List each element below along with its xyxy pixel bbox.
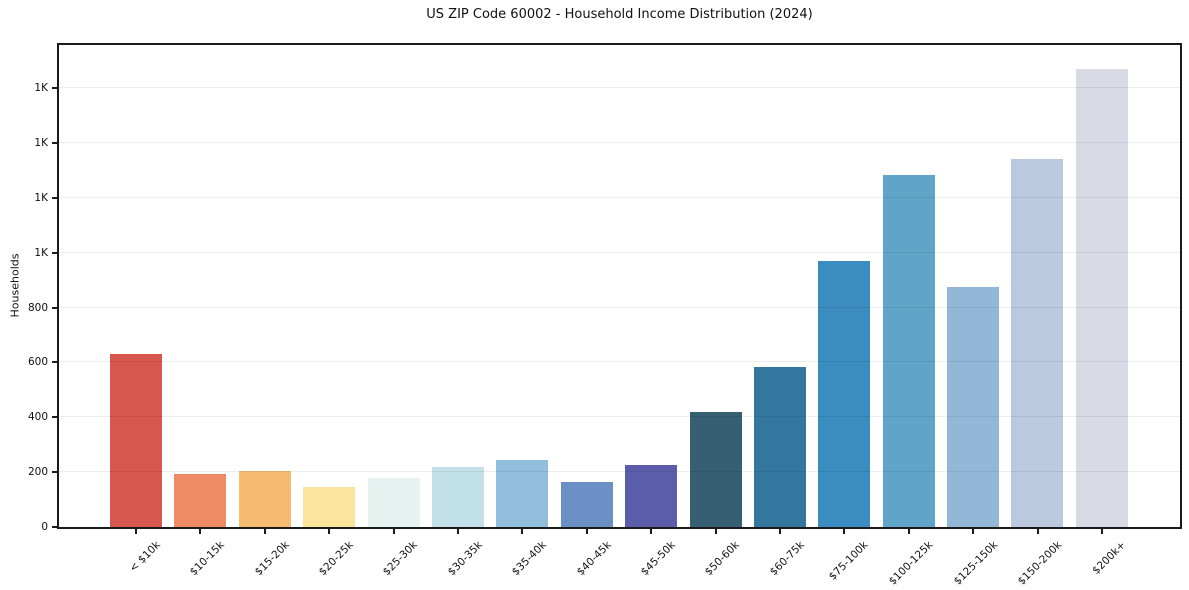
x-tick-label: < $10k: [126, 539, 163, 575]
bar: [882, 174, 935, 527]
y-tick-label: 200: [27, 466, 48, 479]
y-tick-label: 1K: [34, 136, 48, 149]
x-tick-label: $60-75k: [767, 539, 807, 579]
x-tick-label: $15-20k: [252, 539, 292, 579]
bar: [367, 477, 420, 527]
x-tick-mark: [1036, 529, 1039, 534]
x-tick-label: $30-35k: [445, 539, 485, 579]
bar: [625, 465, 678, 527]
x-tick-label: $45-50k: [638, 539, 678, 579]
x-tick-mark: [972, 529, 975, 534]
x-tick-mark: [843, 529, 846, 534]
x-tick-label: $10-15k: [187, 539, 227, 579]
bar: [496, 459, 549, 527]
y-tick-mark: [52, 471, 57, 474]
y-tick-mark: [52, 526, 57, 528]
y-tick-label: 0: [41, 521, 48, 533]
y-tick-mark: [52, 87, 57, 90]
x-tick-label: $150-200k: [1015, 539, 1065, 588]
chart-title: US ZIP Code 60002 - Household Income Dis…: [426, 7, 813, 22]
x-tick-mark: [457, 529, 459, 534]
bar: [1011, 159, 1064, 527]
y-tick-mark: [52, 251, 57, 254]
x-tick-mark: [585, 529, 588, 534]
x-tick-label: $50-60k: [703, 539, 743, 579]
y-tick-mark: [52, 196, 57, 199]
x-tick-mark: [1101, 529, 1103, 534]
y-axis-ticks: 0 200 400 600 800 1K 1K 1K 1K: [0, 45, 57, 533]
y-tick-label: 800: [27, 301, 48, 314]
x-tick-label: $40-45k: [574, 539, 614, 579]
x-tick-mark: [779, 529, 781, 534]
y-tick-mark: [52, 306, 57, 309]
bar: [947, 287, 1000, 527]
x-tick-mark: [328, 529, 331, 534]
bar: [818, 260, 871, 527]
bars-layer: [59, 45, 1180, 527]
bar: [110, 354, 162, 527]
y-tick-mark: [52, 416, 57, 419]
bar: [431, 466, 484, 527]
x-tick-label: $100-125k: [886, 539, 936, 588]
x-tick-label: $25-30k: [381, 539, 421, 579]
x-tick-mark: [650, 529, 653, 534]
y-tick-mark: [52, 141, 57, 144]
x-tick-mark: [714, 529, 717, 534]
y-tick-label: 1K: [34, 191, 48, 204]
bar: [303, 487, 356, 527]
x-tick-label: $125-150k: [951, 539, 1000, 588]
plot-area: [57, 43, 1182, 529]
bar: [560, 481, 613, 527]
bar: [1075, 68, 1128, 527]
x-tick-label: $75-100k: [827, 539, 871, 583]
x-axis-ticks: < $10k $10-15k $15-20k $20-25k $25-30k $30-35…: [59, 529, 1180, 590]
bar: [753, 366, 806, 527]
y-tick-label: 600: [27, 356, 48, 369]
bar: [174, 473, 227, 527]
bar: [238, 470, 291, 527]
y-tick-mark: [52, 361, 57, 364]
x-tick-mark: [392, 529, 395, 534]
y-tick-label: 400: [27, 411, 48, 424]
x-tick-label: $20-25k: [316, 539, 356, 579]
x-tick-mark: [263, 529, 266, 534]
x-tick-mark: [199, 529, 202, 534]
y-tick-label: 1K: [34, 246, 48, 259]
x-tick-label: $35-40k: [509, 539, 549, 579]
x-tick-mark: [907, 529, 910, 534]
x-tick-label: $200k+: [1090, 539, 1129, 577]
x-tick-mark: [135, 529, 137, 534]
bar: [689, 411, 742, 527]
x-tick-mark: [521, 529, 524, 534]
y-tick-label: 1K: [34, 82, 48, 95]
